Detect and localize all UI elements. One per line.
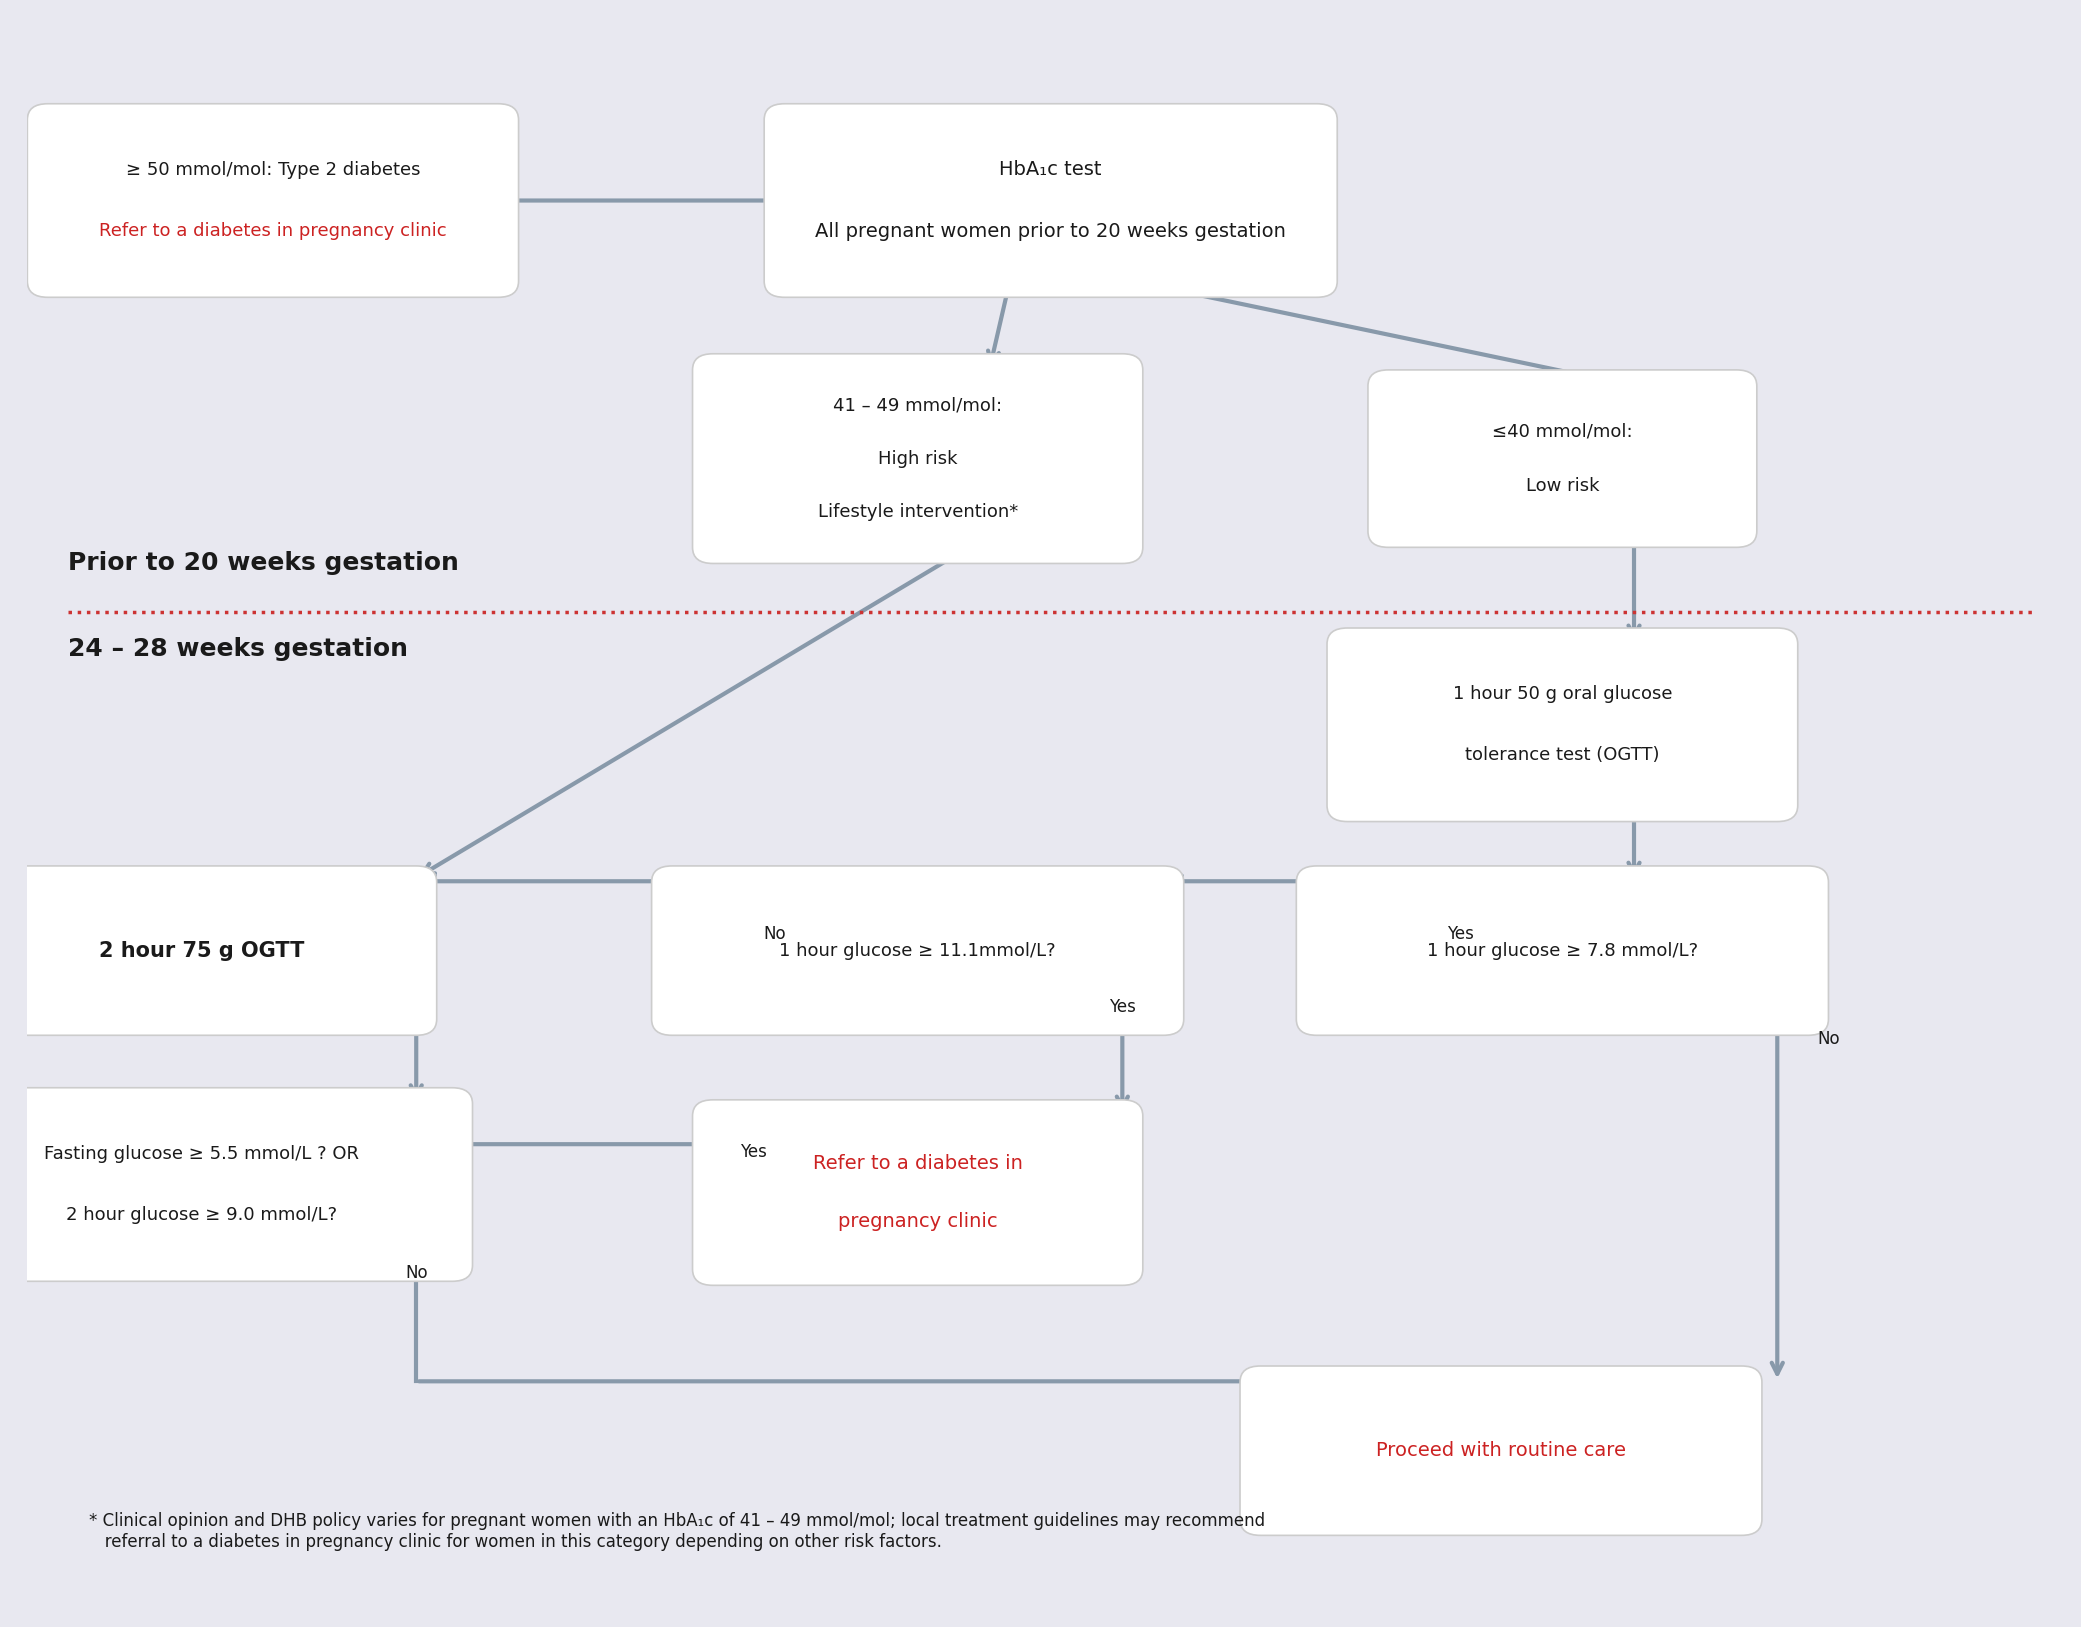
Text: No: No [406, 1264, 427, 1282]
FancyBboxPatch shape [1328, 628, 1798, 822]
FancyBboxPatch shape [693, 353, 1142, 563]
FancyBboxPatch shape [1367, 369, 1756, 547]
FancyBboxPatch shape [1240, 1367, 1763, 1536]
Text: All pregnant women prior to 20 weeks gestation: All pregnant women prior to 20 weeks ges… [816, 221, 1286, 241]
Text: Yes: Yes [741, 1144, 768, 1162]
Text: Yes: Yes [1446, 926, 1473, 944]
Text: ≤40 mmol/mol:: ≤40 mmol/mol: [1492, 421, 1634, 439]
FancyBboxPatch shape [693, 1100, 1142, 1285]
Text: 24 – 28 weeks gestation: 24 – 28 weeks gestation [69, 636, 408, 661]
Text: No: No [1817, 1030, 1840, 1048]
Text: Fasting glucose ≥ 5.5 mmol/L ? OR: Fasting glucose ≥ 5.5 mmol/L ? OR [44, 1145, 358, 1163]
Text: pregnancy clinic: pregnancy clinic [839, 1212, 997, 1232]
Text: Prior to 20 weeks gestation: Prior to 20 weeks gestation [69, 552, 460, 576]
FancyBboxPatch shape [0, 866, 437, 1035]
Text: 41 – 49 mmol/mol:: 41 – 49 mmol/mol: [832, 397, 1003, 415]
Text: 1 hour 50 g oral glucose: 1 hour 50 g oral glucose [1453, 685, 1673, 703]
Text: ≥ 50 mmol/mol: Type 2 diabetes: ≥ 50 mmol/mol: Type 2 diabetes [125, 161, 420, 179]
Text: Refer to a diabetes in: Refer to a diabetes in [814, 1154, 1022, 1173]
Text: Proceed with routine care: Proceed with routine care [1376, 1442, 1625, 1459]
Text: 2 hour 75 g OGTT: 2 hour 75 g OGTT [98, 940, 304, 960]
FancyBboxPatch shape [27, 104, 518, 298]
Text: 2 hour glucose ≥ 9.0 mmol/L?: 2 hour glucose ≥ 9.0 mmol/L? [67, 1206, 337, 1224]
Text: Yes: Yes [1109, 997, 1136, 1017]
Text: HbA₁c test: HbA₁c test [999, 161, 1103, 179]
FancyBboxPatch shape [1296, 866, 1829, 1035]
Text: Low risk: Low risk [1525, 477, 1598, 495]
Text: * Clinical opinion and DHB policy varies for pregnant women with an HbA₁c of 41 : * Clinical opinion and DHB policy varies… [89, 1511, 1265, 1551]
FancyBboxPatch shape [0, 1088, 472, 1282]
FancyBboxPatch shape [651, 866, 1184, 1035]
Text: tolerance test (OGTT): tolerance test (OGTT) [1465, 747, 1661, 765]
Text: Refer to a diabetes in pregnancy clinic: Refer to a diabetes in pregnancy clinic [100, 223, 447, 241]
Text: 1 hour glucose ≥ 7.8 mmol/L?: 1 hour glucose ≥ 7.8 mmol/L? [1428, 942, 1698, 960]
Text: High risk: High risk [878, 449, 957, 467]
Text: No: No [764, 926, 787, 944]
Text: Lifestyle intervention*: Lifestyle intervention* [818, 503, 1018, 521]
FancyBboxPatch shape [764, 104, 1338, 298]
Text: 1 hour glucose ≥ 11.1mmol/L?: 1 hour glucose ≥ 11.1mmol/L? [780, 942, 1055, 960]
